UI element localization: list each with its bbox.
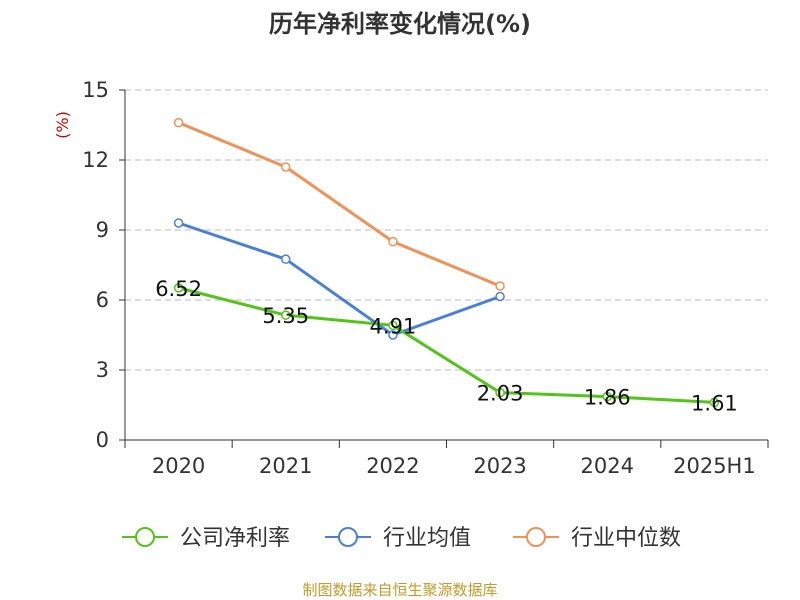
y-tick-label: 9: [96, 218, 109, 242]
x-tick-label: 2023: [473, 454, 526, 478]
data-point: [281, 254, 291, 264]
series-group: [173, 117, 720, 408]
legend-swatch-marker: [338, 527, 358, 547]
legend: 公司净利率 行业均值 行业中位数: [122, 526, 681, 551]
data-label: 6.52: [155, 277, 202, 301]
data-point: [388, 236, 398, 247]
data-point: [173, 218, 184, 228]
gridlines: [125, 89, 768, 371]
chart-title: 历年净利率变化情况(%): [269, 10, 531, 38]
y-tick-label: 6: [96, 288, 109, 312]
legend-label: 行业均值: [383, 526, 471, 551]
data-point: [709, 397, 720, 408]
x-tick-label: 2020: [152, 454, 205, 478]
data-point: [495, 387, 505, 398]
x-tick-label: 2024: [581, 454, 634, 478]
data-point: [495, 281, 505, 291]
legend-swatch-marker: [526, 527, 546, 547]
y-tick-label: 0: [96, 428, 109, 452]
x-tick-label: 2021: [259, 454, 312, 478]
legend-label: 公司净利率: [180, 526, 290, 551]
data-label: 1.61: [691, 391, 738, 415]
series-line-1: [178, 221, 501, 337]
data-point: [388, 320, 398, 331]
data-point: [388, 330, 398, 340]
y-axis-unit-label: (%): [53, 111, 72, 139]
data-point: [281, 310, 291, 320]
data-point: [602, 391, 612, 402]
y-tick-label: 3: [96, 358, 109, 382]
legend-label: 行业中位数: [571, 526, 681, 551]
data-label: 1.86: [584, 386, 631, 410]
x-tick-label: 2025H1: [673, 454, 756, 478]
data-point: [495, 291, 505, 302]
y-tick-label: 15: [82, 78, 109, 102]
data-label: 4.91: [370, 314, 417, 338]
source-note: 制图数据来自恒生聚源数据库: [302, 581, 497, 599]
data-labels: 6.52 5.35 4.91 2.03 1.86 1.61: [155, 277, 738, 416]
data-point: [173, 117, 184, 128]
data-point: [173, 283, 184, 293]
y-tick-label: 12: [82, 148, 109, 172]
data-label: 2.03: [477, 382, 524, 406]
data-label: 5.35: [262, 304, 309, 328]
axes: 0 3 6 9 12 15 2020 2021 2022 2023 2024 2025H1: [82, 78, 769, 478]
data-point: [281, 162, 291, 172]
x-tick-label: 2022: [366, 454, 419, 478]
series-line-0: [178, 286, 715, 404]
series-line-2: [178, 121, 501, 288]
legend-swatch-marker: [135, 527, 155, 547]
